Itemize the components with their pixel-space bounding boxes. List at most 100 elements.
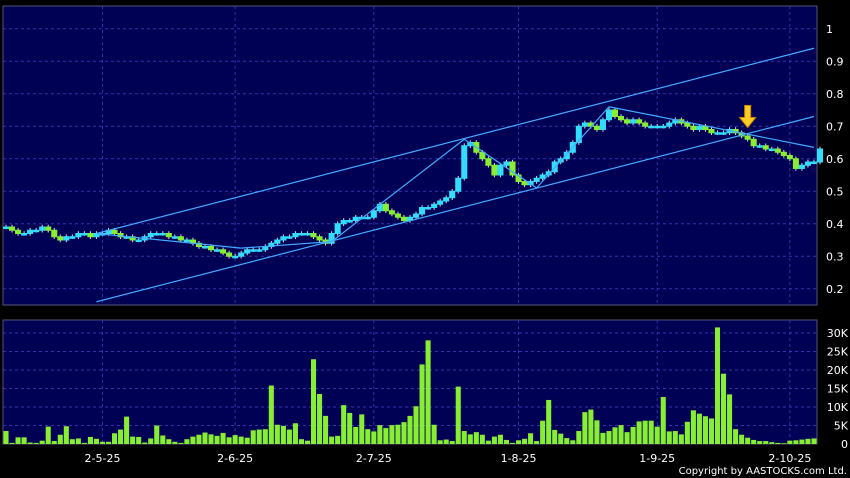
volume-bar xyxy=(528,433,534,444)
candle-body xyxy=(159,233,166,236)
candle xyxy=(648,123,655,129)
volume-bar xyxy=(124,416,130,444)
candle-body xyxy=(340,220,347,225)
price-tick-label: 0.8 xyxy=(826,88,844,101)
candle-body xyxy=(666,122,673,127)
volume-bar xyxy=(184,439,190,444)
date-tick-label: 1-8-25 xyxy=(501,452,537,465)
candle xyxy=(503,159,510,168)
volume-bar xyxy=(576,431,582,444)
volume-bar xyxy=(118,429,124,444)
candle xyxy=(690,123,697,132)
volume-bar xyxy=(775,442,781,444)
volume-bar xyxy=(684,421,690,444)
volume-bar xyxy=(491,436,497,444)
volume-bar xyxy=(136,436,142,444)
candle xyxy=(515,172,522,184)
volume-bar xyxy=(811,438,817,444)
volume-bar xyxy=(799,439,805,444)
candle-body xyxy=(605,109,613,121)
candle-body xyxy=(256,249,263,252)
volume-bar xyxy=(87,436,93,444)
volume-bar xyxy=(751,439,757,444)
candle xyxy=(346,218,353,223)
candle-body xyxy=(87,233,94,238)
candle xyxy=(364,214,371,220)
volume-bar xyxy=(443,439,449,444)
price-grid xyxy=(3,6,817,305)
volume-bar xyxy=(624,432,630,444)
volume-bar xyxy=(654,426,660,444)
volume-bar xyxy=(413,406,419,444)
candle xyxy=(45,224,52,233)
volume-axis-labels: 30K 25K 20K 15K 10K 5K 0 xyxy=(827,327,849,451)
trend-line xyxy=(96,47,815,235)
date-tick-label: 1-9-25 xyxy=(639,452,675,465)
volume-bar xyxy=(666,431,672,444)
candle xyxy=(195,240,202,249)
down-arrow-icon xyxy=(738,105,757,129)
volume-bar xyxy=(21,437,27,444)
volume-bar xyxy=(558,433,564,444)
volume-bar xyxy=(202,432,208,444)
volume-bar xyxy=(739,434,745,444)
candle-body xyxy=(792,158,799,169)
trend-line xyxy=(608,106,815,148)
volume-bar xyxy=(329,436,335,444)
volume-bar xyxy=(99,441,106,444)
candle xyxy=(624,117,631,126)
candle-body xyxy=(539,174,546,179)
candle xyxy=(666,120,673,129)
volume-bar xyxy=(341,405,347,444)
volume-bar xyxy=(63,426,69,444)
candle-body xyxy=(274,239,281,244)
volume-bar xyxy=(407,415,413,444)
candle-body xyxy=(51,229,58,238)
volume-bar xyxy=(39,440,45,444)
volume-bar xyxy=(588,409,594,444)
candle-body xyxy=(642,122,649,127)
volume-bar xyxy=(286,429,292,444)
candle xyxy=(449,188,456,201)
volume-bar xyxy=(727,394,733,444)
volume-bar xyxy=(612,427,618,444)
candle-body xyxy=(720,132,727,135)
volume-bar xyxy=(534,441,540,444)
candle xyxy=(69,234,76,240)
candle xyxy=(443,195,450,204)
candle xyxy=(810,159,818,165)
volume-bar xyxy=(142,442,148,444)
candle-body xyxy=(425,207,432,210)
candle xyxy=(220,247,227,256)
volume-bar xyxy=(160,435,166,444)
candle xyxy=(334,221,341,236)
candle xyxy=(400,214,408,223)
candle xyxy=(388,208,395,217)
candle-body xyxy=(292,233,299,238)
volume-bar xyxy=(323,415,329,444)
volume-bar xyxy=(425,340,431,444)
candle-body xyxy=(250,249,257,252)
volume-bar xyxy=(516,440,522,444)
candle xyxy=(786,153,793,162)
volume-bar xyxy=(196,434,202,444)
candle-body xyxy=(183,239,190,242)
candle xyxy=(816,146,824,165)
volume-bar xyxy=(130,436,136,444)
candle xyxy=(455,175,462,194)
candle-body xyxy=(684,122,691,127)
volume-bar xyxy=(268,385,274,444)
candle xyxy=(183,237,190,243)
volume-bar xyxy=(763,441,769,444)
candle-body xyxy=(816,148,824,163)
candle-body xyxy=(750,138,757,147)
candle xyxy=(214,247,221,253)
candle-body xyxy=(382,203,389,212)
candle xyxy=(491,162,498,178)
candle-body xyxy=(461,145,468,179)
volume-bar xyxy=(371,431,377,444)
candle-body xyxy=(521,181,528,186)
volume-bar xyxy=(365,429,371,444)
candle-body xyxy=(15,229,22,234)
volume-bar xyxy=(57,434,63,444)
